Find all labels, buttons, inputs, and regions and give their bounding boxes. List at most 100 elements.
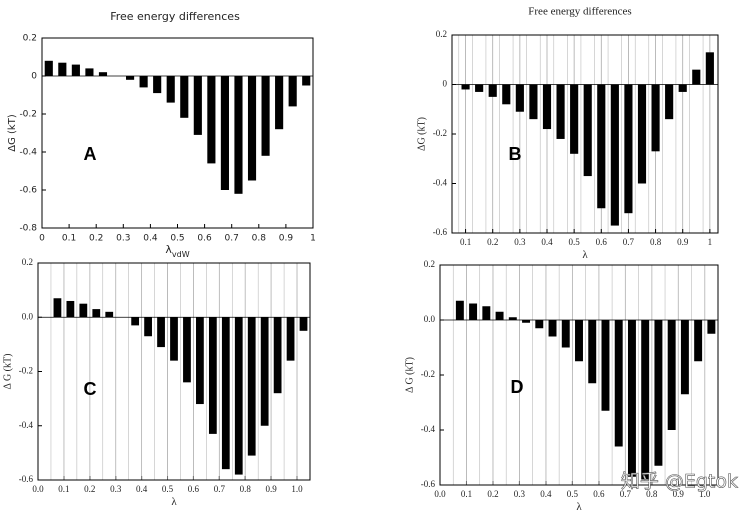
x-tick-label: 0.6 xyxy=(593,489,605,499)
bar xyxy=(556,84,565,139)
chart: 0.0 0.1 0.2 0.3 0.4 0.5 0.6 0.7 0.8 0.9 1.0 -0.6 -0.… xyxy=(2,257,311,508)
bar xyxy=(66,300,75,318)
x-tick-label: 0.7 xyxy=(623,237,635,247)
bar xyxy=(234,76,243,194)
x-tick-label: 1.0 xyxy=(291,484,303,494)
x-tick-label: 0 xyxy=(39,234,45,244)
bar xyxy=(694,320,703,362)
bar xyxy=(627,320,636,477)
bar xyxy=(482,306,491,320)
x-tick-label: 0.8 xyxy=(252,234,267,244)
y-tick-label: 0.2 xyxy=(424,259,435,269)
bar xyxy=(98,72,108,76)
bar xyxy=(637,84,647,184)
bar xyxy=(542,84,552,130)
y-axis-label: ΔG (kT) xyxy=(7,114,18,152)
plot-area xyxy=(440,265,718,485)
bar xyxy=(273,317,282,394)
x-tick-label: 0.2 xyxy=(84,484,95,494)
plot-frame xyxy=(41,37,314,229)
bar xyxy=(624,84,633,214)
x-tick-label: 0.7 xyxy=(620,489,632,499)
panel-label: D xyxy=(511,377,524,397)
bar xyxy=(665,84,674,120)
bar xyxy=(475,84,484,92)
bar xyxy=(610,84,619,226)
plot-frame xyxy=(439,264,719,486)
bar xyxy=(71,64,80,76)
bar xyxy=(58,62,67,76)
bar xyxy=(247,317,256,456)
x-axis-label-main: λ xyxy=(582,249,588,261)
chart: 0 0.1 0.2 0.3 0.4 0.5 0.6 0.7 0.8 0.9 1 -0.8 -0.6 -0.… xyxy=(7,10,316,259)
bar xyxy=(583,84,592,177)
x-axis-label: λvdW xyxy=(165,243,189,259)
x-tick-label: 0.7 xyxy=(214,484,226,494)
y-tick-label: -0.2 xyxy=(19,110,37,120)
panel-label: B xyxy=(509,144,522,164)
bar xyxy=(469,303,478,320)
panel-label: A xyxy=(84,144,97,164)
bar xyxy=(126,76,135,80)
bar xyxy=(299,317,308,331)
y-tick-label: -0.6 xyxy=(421,479,436,489)
bar xyxy=(302,76,311,86)
bar xyxy=(288,76,297,107)
bar xyxy=(170,317,178,361)
x-tick-label: 0.2 xyxy=(487,237,498,247)
y-tick-label: -0.6 xyxy=(19,474,34,484)
x-tick-label: 0.1 xyxy=(62,234,76,244)
y-tick-label: 0.2 xyxy=(23,34,37,44)
bar xyxy=(286,317,295,361)
x-tick-label: 0.2 xyxy=(487,489,498,499)
bar xyxy=(588,320,597,384)
bar xyxy=(157,317,165,348)
y-tick-label: 0 xyxy=(31,72,37,82)
watermark: 知乎 @Egtok xyxy=(621,471,738,493)
x-tick-label: 0.5 xyxy=(170,234,184,244)
y-tick-label: -0.2 xyxy=(433,128,447,138)
bar xyxy=(488,84,497,97)
bar xyxy=(570,84,579,154)
plot-frame xyxy=(451,34,719,234)
chart: 0.1 0.2 0.3 0.4 0.5 0.6 0.7 0.8 0.9 1 -0.6 -0.4 -0.2… xyxy=(416,6,719,261)
plot-area xyxy=(38,263,310,480)
y-tick-label: -0.4 xyxy=(433,178,448,188)
x-tick-label: 0.7 xyxy=(225,234,239,244)
bar xyxy=(183,317,191,383)
x-tick-label: 0.3 xyxy=(116,234,130,244)
bar xyxy=(92,309,101,318)
bar xyxy=(44,60,53,76)
bar xyxy=(641,320,650,480)
x-tick-label: 1.0 xyxy=(699,489,711,499)
x-tick-label: 0.1 xyxy=(460,237,471,247)
y-tick-label: -0.6 xyxy=(19,186,37,196)
bar xyxy=(139,76,148,88)
bar xyxy=(144,317,152,337)
bar xyxy=(597,84,606,209)
bar xyxy=(502,84,511,105)
bar xyxy=(234,317,243,475)
bar xyxy=(455,300,464,320)
bar xyxy=(131,317,140,326)
bar xyxy=(692,69,701,85)
x-axis-label-main: λ xyxy=(165,243,172,256)
bar xyxy=(221,317,230,470)
plot-frame xyxy=(37,262,311,481)
x-tick-label: 0.5 xyxy=(569,237,581,247)
x-tick-label: 1 xyxy=(708,237,713,247)
chart-title: Free energy differences xyxy=(110,10,240,23)
y-axis-label: ΔG (kT) xyxy=(416,117,427,151)
bar xyxy=(561,320,570,348)
bar xyxy=(247,76,257,181)
bar xyxy=(196,317,204,405)
x-axis-label-main: λ xyxy=(576,501,582,513)
bar xyxy=(654,320,663,466)
x-tick-label: 0.6 xyxy=(596,237,608,247)
bar xyxy=(153,76,162,94)
y-tick-label: -0.8 xyxy=(19,224,37,234)
bar xyxy=(275,76,284,130)
x-axis-label: λ xyxy=(582,249,588,261)
bar xyxy=(535,320,544,329)
x-tick-label: 0.3 xyxy=(110,484,122,494)
